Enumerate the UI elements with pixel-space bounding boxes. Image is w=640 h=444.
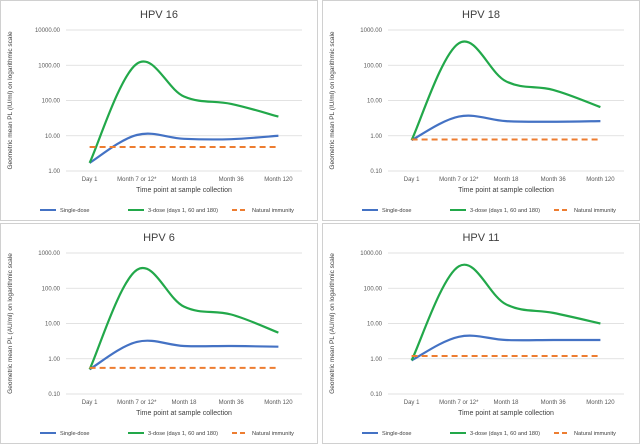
x-tick-label: Month 36: [219, 177, 245, 183]
y-tick-label: 1.00: [370, 357, 382, 363]
y-tick-label: 0.10: [48, 392, 60, 398]
chart-title: HPV 11: [462, 232, 499, 244]
y-tick-label: 1000.00: [360, 251, 382, 257]
y-axis-label: Geometric mean PL (AU/ml) on logarithmic…: [329, 253, 336, 394]
y-axis-label: Geometric mean PL (IU/ml) on logarithmic…: [7, 31, 14, 169]
x-tick-label: Month 120: [264, 400, 293, 406]
x-tick-label: Month 120: [264, 177, 293, 183]
series-line-three-dose: [88, 60, 279, 164]
chart-title: HPV 16: [140, 9, 178, 21]
y-tick-label: 1.00: [48, 169, 60, 175]
y-tick-label: 10000.00: [35, 28, 61, 34]
y-tick-label: 10.00: [45, 134, 61, 140]
x-tick-label: Month 36: [541, 400, 567, 406]
x-tick-label: Month 7 or 12*: [439, 400, 479, 406]
y-tick-label: 100.00: [364, 63, 383, 69]
x-tick-label: Month 120: [586, 400, 615, 406]
y-tick-label: 1000.00: [360, 28, 382, 34]
legend-label-natural-immunity: Natural immunity: [574, 431, 616, 437]
x-axis-label: Time point at sample collection: [458, 187, 554, 194]
x-tick-label: Day 1: [404, 400, 420, 406]
legend-label-single-dose: Single-dose: [382, 431, 412, 437]
legend-label-three-dose: 3-dose (days 1, 60 and 180): [470, 431, 540, 437]
panel-border: [322, 223, 640, 444]
y-tick-label: 1.00: [48, 357, 60, 363]
y-tick-label: 1000.00: [38, 251, 60, 257]
x-tick-label: Month 18: [171, 177, 197, 183]
legend-label-three-dose: 3-dose (days 1, 60 and 180): [148, 208, 218, 214]
panel-border: [0, 0, 318, 221]
panel-border: [0, 223, 318, 444]
series-line-single-dose: [411, 334, 601, 362]
y-tick-label: 10.00: [45, 322, 61, 328]
legend-label-natural-immunity: Natural immunity: [252, 431, 294, 437]
x-axis-label: Time point at sample collection: [136, 187, 232, 194]
series-line-single-dose: [89, 132, 279, 164]
chart-panel-1: HPV 18 0.10 1.00 10.00 100.00 1000.00 Day 1 Mon…: [322, 0, 640, 221]
legend-label-single-dose: Single-dose: [382, 208, 412, 214]
y-tick-label: 100.00: [42, 286, 61, 292]
chart-panel-2: HPV 6 0.10 1.00 10.00 100.00 1000.00 Day 1 Mont…: [0, 223, 318, 444]
x-tick-label: Month 120: [586, 177, 615, 183]
x-tick-label: Month 18: [493, 400, 519, 406]
x-tick-label: Day 1: [82, 177, 98, 183]
y-tick-label: 100.00: [42, 99, 61, 105]
y-tick-label: 10.00: [367, 322, 383, 328]
y-axis-label: Geometric mean PL (IU/ml) on logarithmic…: [329, 31, 336, 169]
x-tick-label: Month 36: [541, 177, 567, 183]
y-tick-label: 1.00: [370, 134, 382, 140]
series-line-single-dose: [411, 114, 601, 142]
y-tick-label: 10.00: [367, 99, 383, 105]
chart-title: HPV 6: [143, 232, 175, 244]
x-tick-label: Month 7 or 12*: [439, 177, 479, 183]
series-line-three-dose: [88, 266, 279, 370]
y-tick-label: 100.00: [364, 286, 383, 292]
y-tick-label: 0.10: [370, 169, 382, 175]
x-tick-label: Month 18: [493, 177, 519, 183]
y-tick-label: 0.10: [370, 392, 382, 398]
x-tick-label: Day 1: [82, 400, 98, 406]
x-tick-label: Month 7 or 12*: [117, 400, 157, 406]
legend-label-natural-immunity: Natural immunity: [574, 208, 616, 214]
y-tick-label: 1000.00: [38, 63, 60, 69]
legend-label-natural-immunity: Natural immunity: [252, 208, 294, 214]
series-line-three-dose: [410, 263, 601, 361]
legend-label-three-dose: 3-dose (days 1, 60 and 180): [470, 208, 540, 214]
x-tick-label: Month 36: [219, 400, 245, 406]
x-tick-label: Day 1: [404, 177, 420, 183]
series-line-single-dose: [89, 339, 279, 371]
x-tick-label: Month 7 or 12*: [117, 177, 157, 183]
x-axis-label: Time point at sample collection: [136, 410, 232, 417]
chart-title: HPV 18: [462, 9, 500, 21]
series-line-three-dose: [410, 40, 601, 141]
legend-label-three-dose: 3-dose (days 1, 60 and 180): [148, 431, 218, 437]
chart-panel-3: HPV 11 0.10 1.00 10.00 100.00 1000.00 Day 1 Mon…: [322, 223, 640, 444]
y-axis-label: Geometric mean PL (AU/ml) on logarithmic…: [7, 253, 14, 394]
chart-panel-0: HPV 16 1.00 10.00 100.00 1000.00 10000.00 Day …: [0, 0, 318, 221]
legend-label-single-dose: Single-dose: [60, 431, 90, 437]
legend-label-single-dose: Single-dose: [60, 208, 90, 214]
x-tick-label: Month 18: [171, 400, 197, 406]
panel-border: [322, 0, 640, 221]
x-axis-label: Time point at sample collection: [458, 410, 554, 417]
